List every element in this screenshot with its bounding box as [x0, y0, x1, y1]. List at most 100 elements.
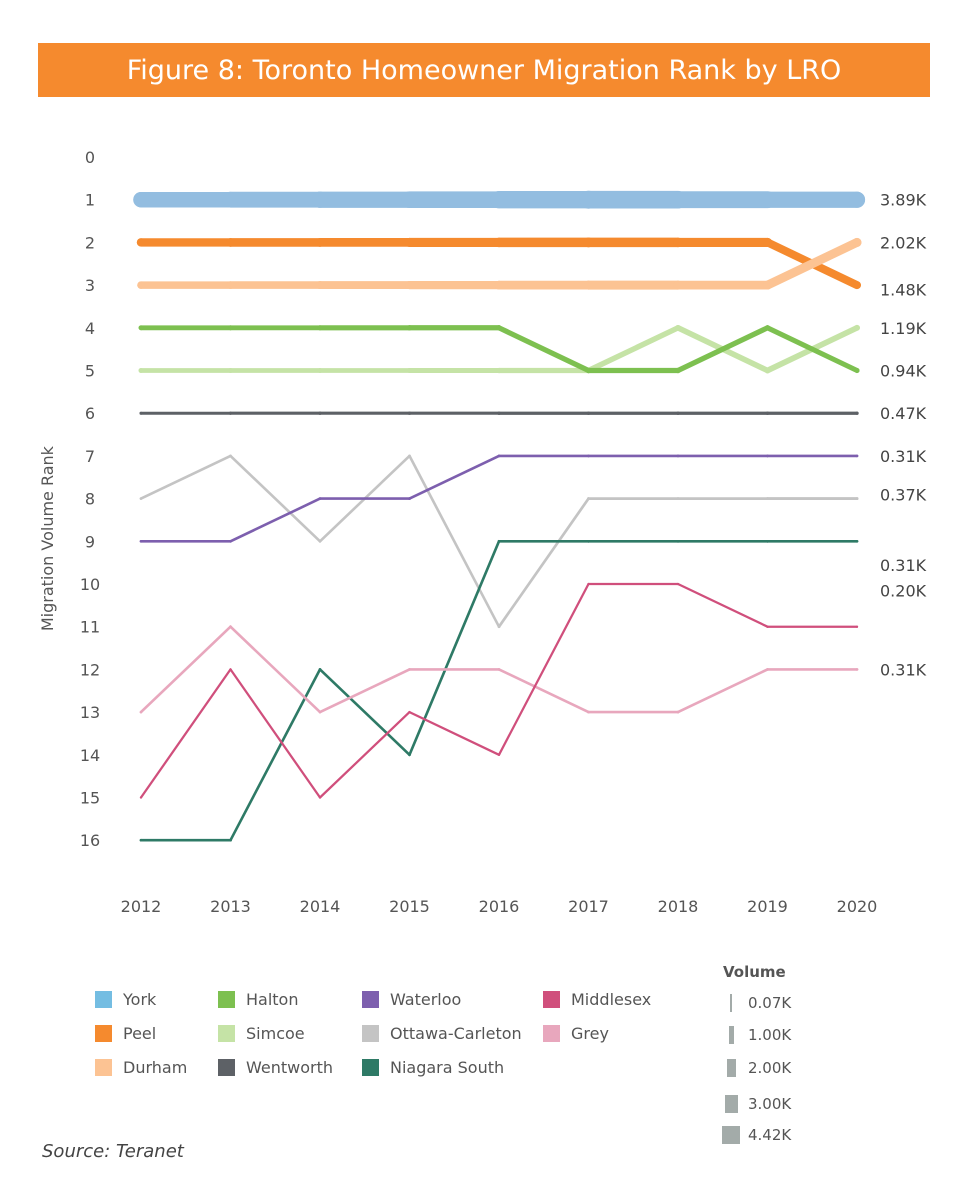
- data-point: [316, 281, 324, 290]
- data-point: [139, 539, 143, 543]
- data-point: [854, 324, 860, 331]
- data-point: [229, 625, 232, 629]
- volume-swatch: [726, 1059, 736, 1077]
- data-point: [318, 539, 322, 543]
- data-point: [406, 325, 413, 331]
- y-tick-label: 7: [85, 447, 95, 466]
- end-value-label: 0.31K: [880, 556, 927, 575]
- series-segment: [229, 497, 322, 543]
- data-point: [766, 539, 769, 543]
- data-point: [675, 367, 681, 374]
- source-note: Source: Teranet: [42, 1141, 184, 1162]
- series-ottawa-carleton: [139, 454, 859, 629]
- title-banner: Figure 8: Toronto Homeowner Migration Ra…: [38, 43, 930, 97]
- series-segment: [497, 668, 590, 714]
- volume-label: 1.00K: [748, 1026, 792, 1044]
- y-tick-label: 11: [80, 618, 100, 637]
- data-point: [766, 454, 769, 458]
- series-segment: [318, 710, 411, 799]
- data-point: [848, 191, 866, 208]
- data-point: [497, 625, 501, 629]
- series-segment: [408, 454, 501, 500]
- y-tick-label: 16: [80, 831, 100, 850]
- data-point: [228, 368, 233, 373]
- series-waterloo: [139, 454, 859, 543]
- data-point: [759, 191, 776, 208]
- x-tick-label: 2014: [300, 897, 341, 916]
- data-point: [407, 368, 412, 373]
- series-halton: [138, 325, 860, 374]
- y-tick-label: 6: [85, 404, 95, 423]
- data-point: [587, 582, 590, 586]
- end-value-label: 3.89K: [880, 191, 927, 210]
- end-value-label: 2.02K: [880, 233, 927, 252]
- data-point: [765, 411, 770, 415]
- data-point: [587, 497, 590, 500]
- y-tick-label: 15: [80, 789, 100, 808]
- series-segment: [676, 582, 769, 628]
- data-point: [583, 237, 594, 248]
- data-point: [763, 237, 772, 247]
- data-point: [139, 710, 143, 714]
- data-point: [855, 539, 859, 543]
- data-point: [407, 411, 412, 415]
- data-point: [673, 237, 683, 248]
- data-point: [853, 281, 861, 289]
- series-middlesex: [139, 582, 859, 799]
- data-point: [584, 280, 593, 290]
- data-point: [138, 368, 144, 373]
- data-point: [766, 668, 769, 671]
- x-tick-label: 2012: [121, 897, 162, 916]
- data-point: [229, 668, 232, 671]
- data-point: [855, 625, 859, 628]
- data-point: [586, 411, 591, 415]
- data-point: [408, 753, 411, 757]
- data-point: [318, 796, 322, 799]
- end-value-label: 0.31K: [880, 447, 927, 466]
- data-point: [494, 280, 504, 290]
- data-point: [764, 367, 771, 374]
- data-point: [226, 281, 235, 289]
- series-segment: [229, 454, 322, 543]
- data-point: [766, 625, 769, 628]
- series-segment: [497, 497, 590, 629]
- data-point: [854, 368, 860, 373]
- series-wentworth: [139, 411, 859, 415]
- data-point: [763, 280, 772, 290]
- volume-legend-item: 0.07K: [722, 994, 791, 1012]
- data-point: [673, 280, 683, 290]
- series-segment: [675, 325, 771, 374]
- end-value-label: 0.31K: [880, 660, 927, 679]
- volume-legend-item: 1.00K: [722, 1026, 791, 1044]
- y-tick-label: 3: [85, 276, 95, 295]
- data-point: [676, 497, 680, 500]
- end-value-label: 0.20K: [880, 581, 927, 600]
- end-value-label: 0.37K: [880, 485, 927, 504]
- data-point: [855, 411, 859, 415]
- data-point: [494, 237, 504, 248]
- data-point: [401, 191, 418, 208]
- data-point: [587, 454, 590, 458]
- data-point: [675, 325, 681, 331]
- y-tick-label: 8: [85, 490, 95, 509]
- volume-swatch: [730, 994, 732, 1012]
- volume-label: 2.00K: [748, 1059, 792, 1077]
- data-point: [676, 539, 680, 543]
- series-simcoe: [138, 324, 860, 374]
- data-point: [408, 710, 411, 714]
- data-point: [318, 668, 322, 671]
- data-point: [676, 582, 680, 586]
- data-point: [226, 238, 235, 247]
- data-point: [229, 411, 232, 415]
- volume-swatch: [728, 1026, 734, 1044]
- series-segment: [318, 668, 411, 757]
- data-point: [222, 191, 239, 208]
- data-point: [852, 237, 862, 247]
- y-tick-label: 4: [85, 319, 95, 338]
- data-point: [587, 710, 590, 714]
- x-tick-label: 2016: [479, 897, 520, 916]
- data-point: [855, 454, 859, 458]
- y-tick-label: 9: [85, 532, 95, 551]
- series-durham: [137, 237, 862, 290]
